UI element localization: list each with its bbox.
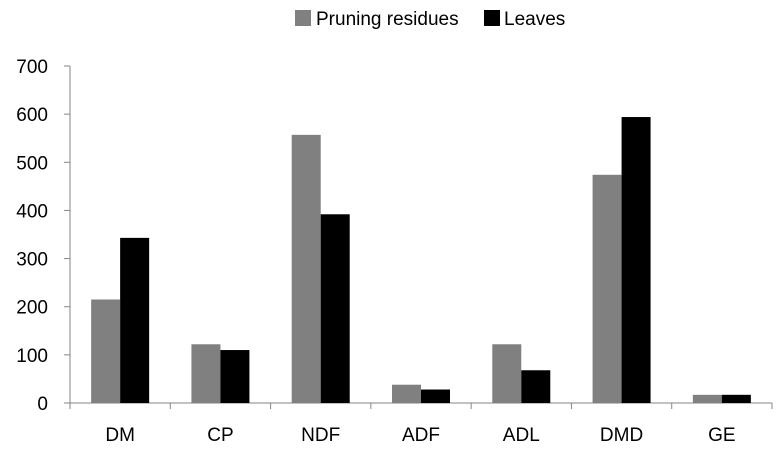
bar-leaves-ge xyxy=(721,394,751,403)
x-tick-label: ADF xyxy=(402,425,440,446)
legend-swatch-pruning-residues xyxy=(295,10,311,26)
bar-leaves-cp xyxy=(220,350,250,403)
x-tick-label: DMD xyxy=(600,425,643,446)
x-tick-label: GE xyxy=(708,425,735,446)
bar-pruning-residues-cp xyxy=(191,344,221,403)
x-axis: DM CP NDF ADF ADL DMD GE xyxy=(69,402,773,446)
x-tick-label: NDF xyxy=(301,425,340,446)
bar-pruning-residues-dm xyxy=(91,299,121,403)
bar-pruning-residues-ge xyxy=(692,394,722,403)
y-tick-label: 700 xyxy=(16,57,48,78)
y-tick-label: 600 xyxy=(16,105,48,126)
bar-leaves-ndf xyxy=(320,214,350,403)
legend-label-leaves: Leaves xyxy=(504,9,565,30)
bar-leaves-dm xyxy=(120,237,150,403)
y-tick-label: 0 xyxy=(37,394,48,415)
legend-label-pruning-residues: Pruning residues xyxy=(316,9,459,30)
legend-swatch-leaves xyxy=(484,10,500,26)
y-tick-label: 400 xyxy=(16,201,48,222)
y-tick-label: 500 xyxy=(16,153,48,174)
bar-pruning-residues-ndf xyxy=(291,134,321,403)
y-axis: 0 100 200 300 400 500 600 700 xyxy=(16,57,71,415)
bar-leaves-adf xyxy=(421,389,450,403)
bar-leaves-adl xyxy=(521,370,551,403)
legend: Pruning residues Leaves xyxy=(295,9,565,30)
x-tick-label: DM xyxy=(105,425,135,446)
bars xyxy=(91,117,751,403)
y-tick-label: 200 xyxy=(16,298,48,319)
bar-pruning-residues-adf xyxy=(392,384,421,403)
y-tick-label: 300 xyxy=(16,250,48,271)
x-tick-label: CP xyxy=(207,425,233,446)
x-tick-label: ADL xyxy=(503,425,540,446)
bar-leaves-dmd xyxy=(621,117,651,403)
y-tick-label: 100 xyxy=(16,346,48,367)
bar-pruning-residues-adl xyxy=(492,344,522,403)
bar-pruning-residues-dmd xyxy=(592,174,622,403)
